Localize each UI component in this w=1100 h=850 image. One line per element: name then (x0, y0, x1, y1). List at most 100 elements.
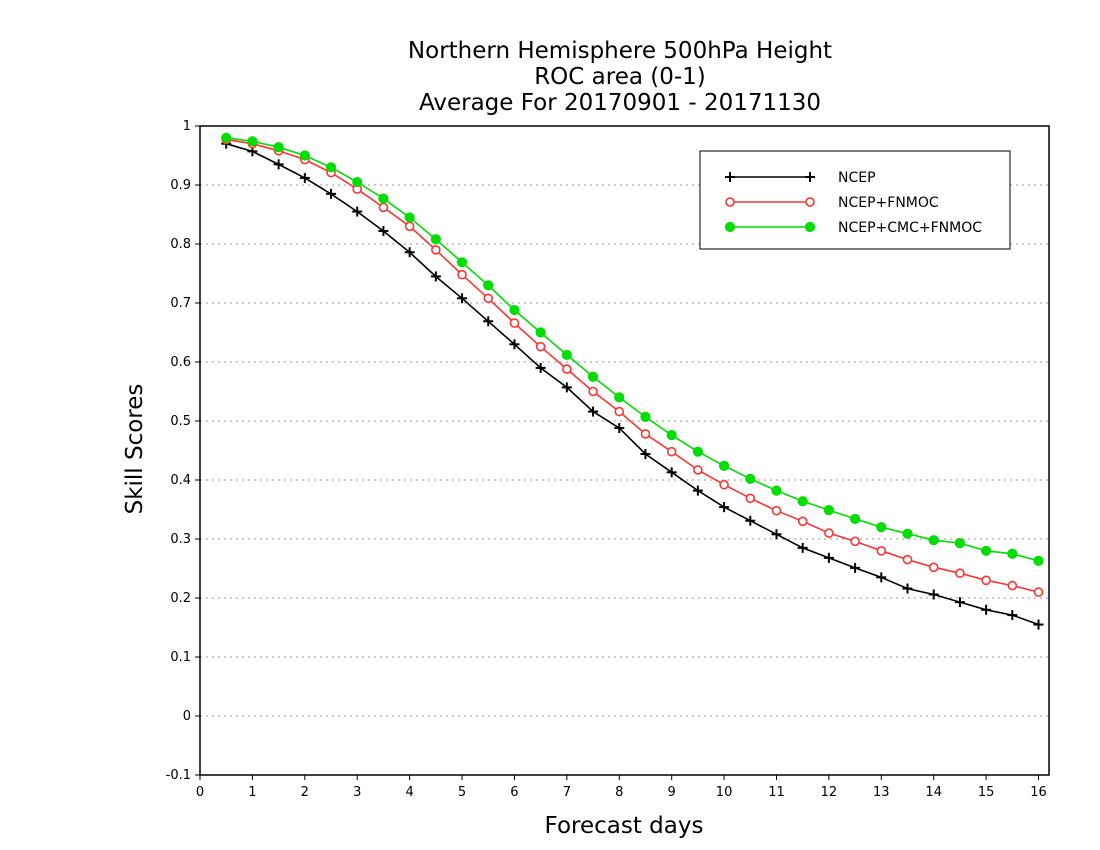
legend-marker (725, 172, 735, 182)
data-point (483, 280, 494, 291)
data-point (221, 132, 232, 143)
legend-item-1: NCEP+FNMOC (725, 195, 939, 211)
data-point (299, 172, 310, 183)
data-point (247, 136, 258, 147)
data-point (273, 159, 284, 170)
data-point (483, 316, 494, 327)
data-point (640, 411, 651, 422)
data-point (1007, 610, 1018, 621)
x-tick-label: 3 (353, 785, 361, 800)
grid-lines (200, 184, 1049, 717)
data-point (509, 339, 520, 350)
data-point (797, 496, 808, 507)
data-point (378, 193, 389, 204)
data-point (928, 562, 939, 573)
x-tick-label: 15 (978, 785, 995, 800)
y-tick-label: 0.1 (170, 650, 191, 665)
y-tick-label: 0.9 (170, 178, 191, 193)
data-point (1033, 555, 1044, 566)
series-0 (221, 138, 1044, 630)
data-point (902, 554, 913, 565)
data-point (692, 446, 703, 457)
x-tick-label: 7 (563, 785, 571, 800)
x-tick-label: 6 (510, 785, 518, 800)
data-point (876, 545, 887, 556)
y-axis-label: Skill Scores (122, 384, 148, 515)
y-tick-label: 0.4 (170, 473, 191, 488)
data-point (771, 505, 782, 516)
chart-title-line-3: Average For 20170901 - 20171130 (419, 90, 821, 116)
data-point (693, 465, 703, 475)
x-tick-label: 2 (301, 785, 309, 800)
data-point (823, 552, 834, 563)
data-point (719, 479, 729, 490)
data-point (456, 257, 468, 268)
series-group (221, 132, 1044, 630)
y-tick-label: 0.6 (170, 355, 191, 370)
data-point (902, 583, 913, 594)
x-tick-label: 4 (405, 785, 413, 800)
data-point (823, 504, 834, 516)
y-axis: -0.1 0 0.1 0.2 0.3 0.4 0.5 0.6 0.7 0.8 0.9 1 (166, 119, 200, 783)
data-point (902, 528, 913, 539)
data-point (1007, 548, 1018, 559)
x-tick-label: 14 (925, 785, 942, 800)
x-tick-label: 16 (1030, 785, 1047, 800)
y-tick-label: -0.1 (166, 768, 191, 783)
data-point (824, 528, 834, 538)
y-tick-label: 0.8 (170, 237, 191, 252)
data-point (509, 318, 520, 328)
y-tick-label: 0.2 (170, 591, 191, 606)
x-tick-label: 1 (248, 785, 256, 800)
legend-marker (805, 197, 815, 207)
data-point (378, 226, 389, 237)
data-point (562, 364, 572, 374)
data-point (955, 568, 965, 579)
data-point (483, 293, 494, 304)
data-point (326, 188, 337, 199)
y-tick-label: 0 (183, 709, 191, 724)
data-point (640, 429, 651, 439)
data-point (352, 176, 363, 188)
data-point (745, 515, 756, 526)
data-point (587, 371, 599, 382)
x-tick-label: 11 (768, 785, 785, 800)
data-point (431, 245, 441, 255)
data-point (771, 529, 782, 540)
legend-item-0: NCEP (725, 170, 876, 186)
data-point (771, 485, 782, 496)
legend-marker (724, 221, 736, 233)
x-axis: 0 1 2 3 4 5 6 7 8 9 10 11 12 13 14 15 16 (196, 775, 1047, 800)
data-point (614, 406, 625, 417)
data-point (614, 392, 625, 403)
data-point (588, 386, 598, 397)
chart-title-line-1: Northern Hemisphere 500hPa Height (408, 38, 832, 64)
data-point (745, 473, 756, 484)
data-point (614, 423, 625, 434)
data-point (666, 467, 677, 478)
data-point (509, 304, 520, 316)
data-point (588, 406, 599, 417)
x-tick-label: 0 (196, 785, 204, 800)
data-point (719, 502, 730, 513)
data-point (561, 349, 572, 361)
data-point (430, 234, 441, 245)
data-point (430, 271, 441, 282)
data-point (1033, 619, 1044, 630)
data-point (666, 446, 677, 457)
data-point (666, 430, 677, 441)
data-point (745, 493, 756, 504)
data-point (850, 562, 861, 573)
series-line (225, 142, 1039, 626)
legend-item-2: NCEP+CMC+FNMOC (724, 220, 982, 236)
data-point (378, 202, 389, 213)
data-point (457, 269, 467, 280)
legend-label: NCEP+FNMOC (838, 195, 939, 211)
data-point (404, 247, 415, 258)
x-tick-label: 9 (668, 785, 676, 800)
series-2 (221, 132, 1044, 566)
data-point (928, 589, 939, 600)
data-point (928, 535, 939, 546)
legend-label: NCEP+CMC+FNMOC (838, 220, 982, 236)
data-point (797, 542, 808, 553)
